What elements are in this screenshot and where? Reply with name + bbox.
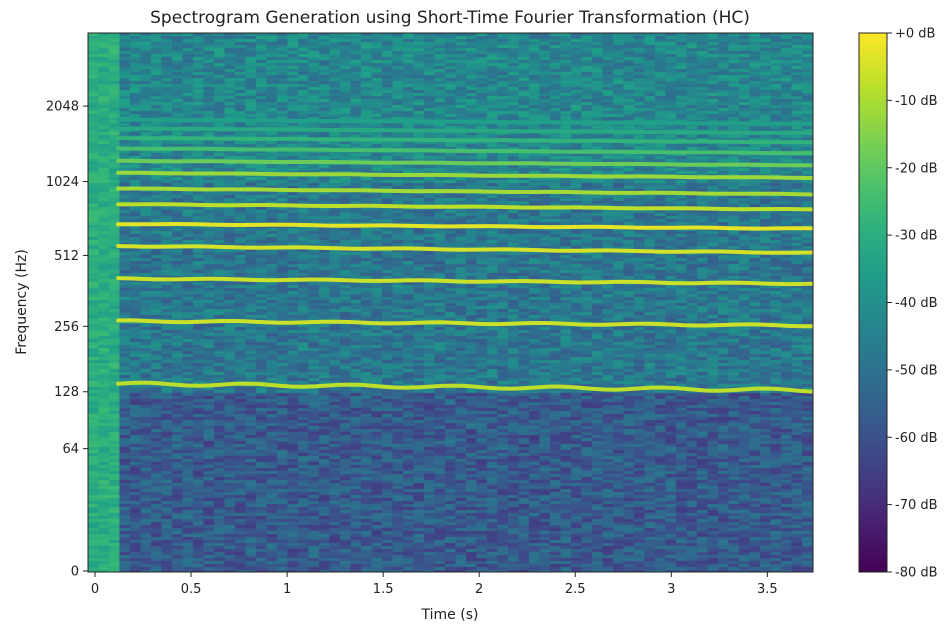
- y-tick-label: 256: [54, 320, 79, 335]
- colorbar-tick-label: -50 dB: [895, 363, 938, 378]
- x-axis-ticks: 0 0.5 1 1.5 2 2.5 3 3.5: [91, 572, 778, 597]
- colorbar-bar: [858, 32, 888, 573]
- chart-title: Spectrogram Generation using Short-Time …: [150, 8, 750, 28]
- harmonic-line: [116, 221, 813, 231]
- y-tick-label: 512: [54, 249, 79, 264]
- x-tick-label: 3: [667, 582, 675, 597]
- plot-frame: [87, 32, 814, 573]
- colorbar-tick-label: -40 dB: [895, 296, 938, 311]
- y-tick-label: 128: [54, 385, 79, 400]
- harmonic-line: [116, 170, 813, 180]
- x-tick-label: 2: [475, 582, 483, 597]
- x-tick-label: 1.5: [373, 582, 394, 597]
- x-tick-label: 2.5: [565, 582, 586, 597]
- harmonic-line: [116, 202, 813, 212]
- harmonic-line: [116, 244, 813, 255]
- colorbar-tick-label: -20 dB: [895, 161, 938, 176]
- x-tick-label: 0.5: [181, 582, 202, 597]
- x-tick-label: 1: [283, 582, 291, 597]
- harmonic-lines: [116, 117, 813, 394]
- harmonic-line: [116, 380, 813, 394]
- spectrogram-plot: [88, 33, 813, 572]
- y-axis-ticks: 0 64 128 256 512 1024 2048: [46, 100, 88, 580]
- y-tick-label: 2048: [46, 100, 79, 115]
- harmonic-line: [116, 276, 813, 287]
- harmonic-line: [116, 318, 813, 329]
- colorbar-tick-label: -70 dB: [895, 498, 938, 513]
- harmonic-line: [116, 126, 813, 135]
- harmonic-line: [116, 136, 813, 145]
- colorbar-ticks: +0 dB -10 dB -20 dB -30 dB -40 dB -50 dB -60 d…: [887, 27, 938, 581]
- y-tick-label: 64: [62, 442, 79, 457]
- y-tick-label: 1024: [46, 175, 79, 190]
- colorbar-tick-label: -30 dB: [895, 229, 938, 244]
- colorbar-tick-label: +0 dB: [895, 27, 935, 42]
- y-tick-label: 0: [71, 565, 79, 580]
- spectrogram-image: [88, 33, 813, 572]
- harmonic-line: [116, 186, 813, 197]
- x-tick-label: 3.5: [757, 582, 778, 597]
- colorbar-tick-label: -10 dB: [895, 94, 938, 109]
- y-axis-label: Frequency (Hz): [14, 249, 30, 355]
- harmonic-line: [116, 158, 813, 168]
- colorbar-tick-label: -80 dB: [895, 566, 938, 581]
- x-axis-label: Time (s): [421, 607, 479, 623]
- colorbar-tick-label: -60 dB: [895, 431, 938, 446]
- harmonic-line: [116, 146, 813, 156]
- x-tick-label: 0: [91, 582, 99, 597]
- harmonic-line: [116, 117, 813, 126]
- colorbar: +0 dB -10 dB -20 dB -30 dB -40 dB -50 dB -60 d…: [858, 27, 938, 581]
